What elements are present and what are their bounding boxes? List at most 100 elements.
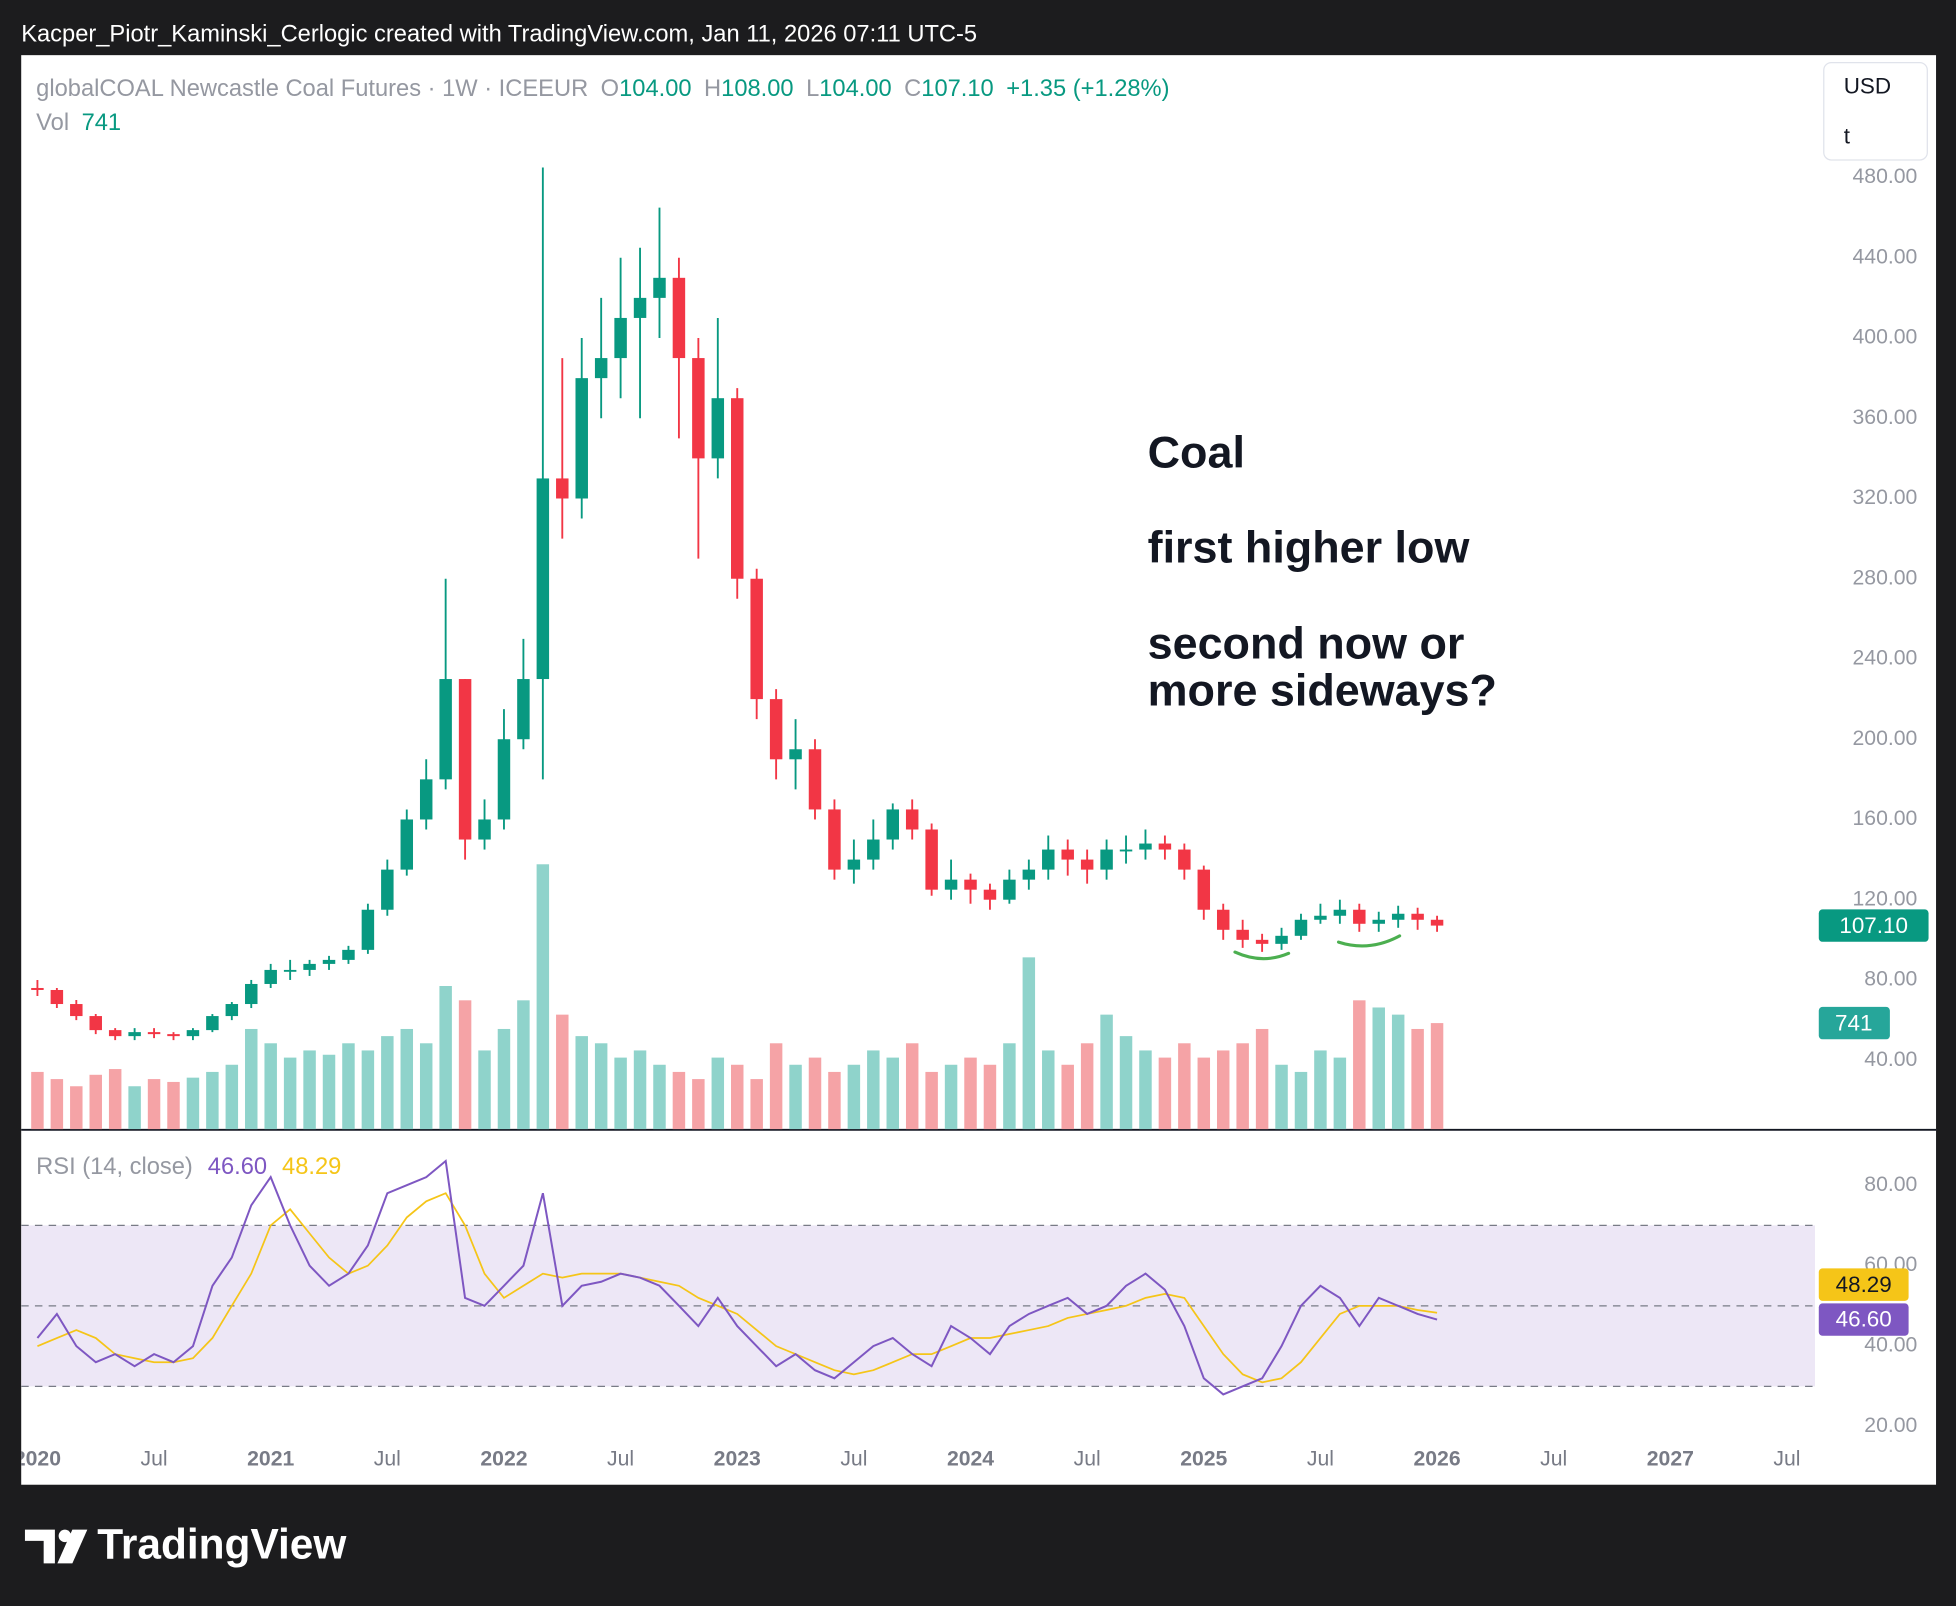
volume-bar	[497, 1028, 511, 1130]
candle-body	[322, 959, 336, 964]
rsi-line	[36, 1159, 1438, 1396]
y-tick-label: 400.00	[1853, 326, 1918, 349]
candle-body	[1255, 939, 1269, 944]
logo-shape	[58, 1529, 72, 1543]
y-tick-label: 240.00	[1853, 647, 1918, 670]
volume-bar	[633, 1050, 647, 1130]
last-price-label: 107.10	[1839, 913, 1908, 938]
volume-bar	[1372, 1007, 1385, 1130]
x-tick-label: 2026	[1413, 1447, 1460, 1470]
candle-body	[1294, 919, 1308, 936]
volume-bar	[1411, 1028, 1424, 1130]
volume-bar	[847, 1064, 861, 1130]
last-price-tag	[1818, 909, 1929, 942]
volume-bar	[1255, 1028, 1269, 1130]
unit-box[interactable]	[1823, 62, 1928, 161]
annotation: second now or	[1148, 617, 1465, 668]
x-tick-label: 2020	[14, 1447, 61, 1470]
y-tick-label: 360.00	[1853, 406, 1918, 429]
currency[interactable]: USD	[1844, 74, 1891, 99]
annotation: Coal	[1148, 426, 1245, 477]
candle-body	[1158, 843, 1172, 850]
volume-bar	[1022, 957, 1036, 1130]
candle-body	[1119, 849, 1133, 852]
candle-body	[128, 1032, 141, 1037]
volume-bar	[31, 1071, 44, 1130]
volume-bar	[808, 1057, 822, 1130]
volume-bar	[964, 1057, 977, 1130]
candle-body	[633, 297, 647, 318]
axis-layer: 40.00 80.00 120.00 160.00 200.00 240.00 280.00…	[1818, 165, 1929, 1437]
candle-body	[614, 317, 627, 359]
drawing-arc	[1336, 934, 1402, 948]
volume-bar	[89, 1074, 102, 1130]
ohlc-value: 104.00	[619, 76, 691, 102]
candle-body	[594, 358, 608, 379]
candle-body	[1139, 843, 1152, 850]
x-tick-label: Jul	[1773, 1447, 1800, 1470]
candle-body	[575, 378, 588, 499]
unit[interactable]: t	[1844, 123, 1851, 148]
candle-body	[1042, 849, 1055, 870]
x-tick-label: 2022	[480, 1447, 527, 1470]
candle-body	[419, 779, 433, 820]
volume-bar	[711, 1057, 725, 1130]
volume-value: 741	[82, 110, 122, 136]
volume-bar	[769, 1043, 783, 1130]
candle-body	[828, 809, 841, 870]
rsi-layer	[21, 1159, 1816, 1396]
credit: Kacper_Piotr_Kaminski_Cerlogic created w…	[21, 21, 977, 47]
volume-bar	[128, 1086, 141, 1130]
volume-bar	[439, 986, 452, 1130]
candle-body	[653, 277, 666, 298]
rsi-value-label: 46.60	[1836, 1307, 1892, 1332]
volume-bar	[70, 1086, 83, 1130]
candle-body	[283, 969, 297, 972]
candle-body	[517, 679, 530, 740]
ohlc-key: O	[601, 76, 619, 102]
x-tick-label: Jul	[1074, 1447, 1101, 1470]
rsi-line	[37, 1192, 1438, 1384]
price-layer	[31, 167, 1444, 1041]
candle-body	[944, 879, 958, 890]
volume-bar	[1353, 1000, 1366, 1130]
candle-body	[108, 1030, 122, 1037]
annotation: first higher low	[1148, 521, 1470, 572]
volume-bar	[1236, 1043, 1249, 1130]
volume-bar	[1042, 1050, 1055, 1130]
y-tick-label: 160.00	[1853, 807, 1918, 830]
candle-body	[886, 809, 899, 840]
volume-bar	[1314, 1050, 1327, 1130]
ohlc-key: H	[704, 76, 721, 102]
volume-bar	[556, 1014, 569, 1130]
volume-bar	[206, 1071, 219, 1130]
candle-body	[245, 983, 258, 1005]
volume-bar	[828, 1071, 841, 1130]
candle-body	[769, 699, 783, 760]
candle-body	[731, 398, 744, 579]
legend-header: globalCOAL Newcastle Coal Futures · 1W ·…	[36, 76, 1169, 102]
volume-bar	[575, 1036, 588, 1130]
volume-bar	[1430, 1023, 1444, 1130]
candle-body	[1100, 849, 1113, 870]
candle-body	[478, 819, 491, 840]
candle-body	[1275, 935, 1288, 944]
volume-bar	[108, 1069, 122, 1130]
volume-bar	[381, 1036, 394, 1130]
volume-bar	[50, 1079, 64, 1130]
candle-body	[1197, 869, 1211, 910]
volume-bar	[944, 1064, 958, 1130]
candle-body	[556, 478, 569, 499]
x-tick-label: 2025	[1180, 1447, 1227, 1470]
x-tick-label: 2023	[714, 1447, 761, 1470]
volume-bar	[322, 1054, 336, 1130]
volume-bar	[1391, 1014, 1405, 1130]
candle-body	[711, 398, 725, 459]
volume-bar	[750, 1079, 763, 1130]
candle-body	[789, 749, 802, 760]
change: +1.35 (+1.28%)	[1006, 76, 1169, 102]
volume-bar	[1003, 1043, 1016, 1130]
candle-body	[1022, 869, 1036, 880]
